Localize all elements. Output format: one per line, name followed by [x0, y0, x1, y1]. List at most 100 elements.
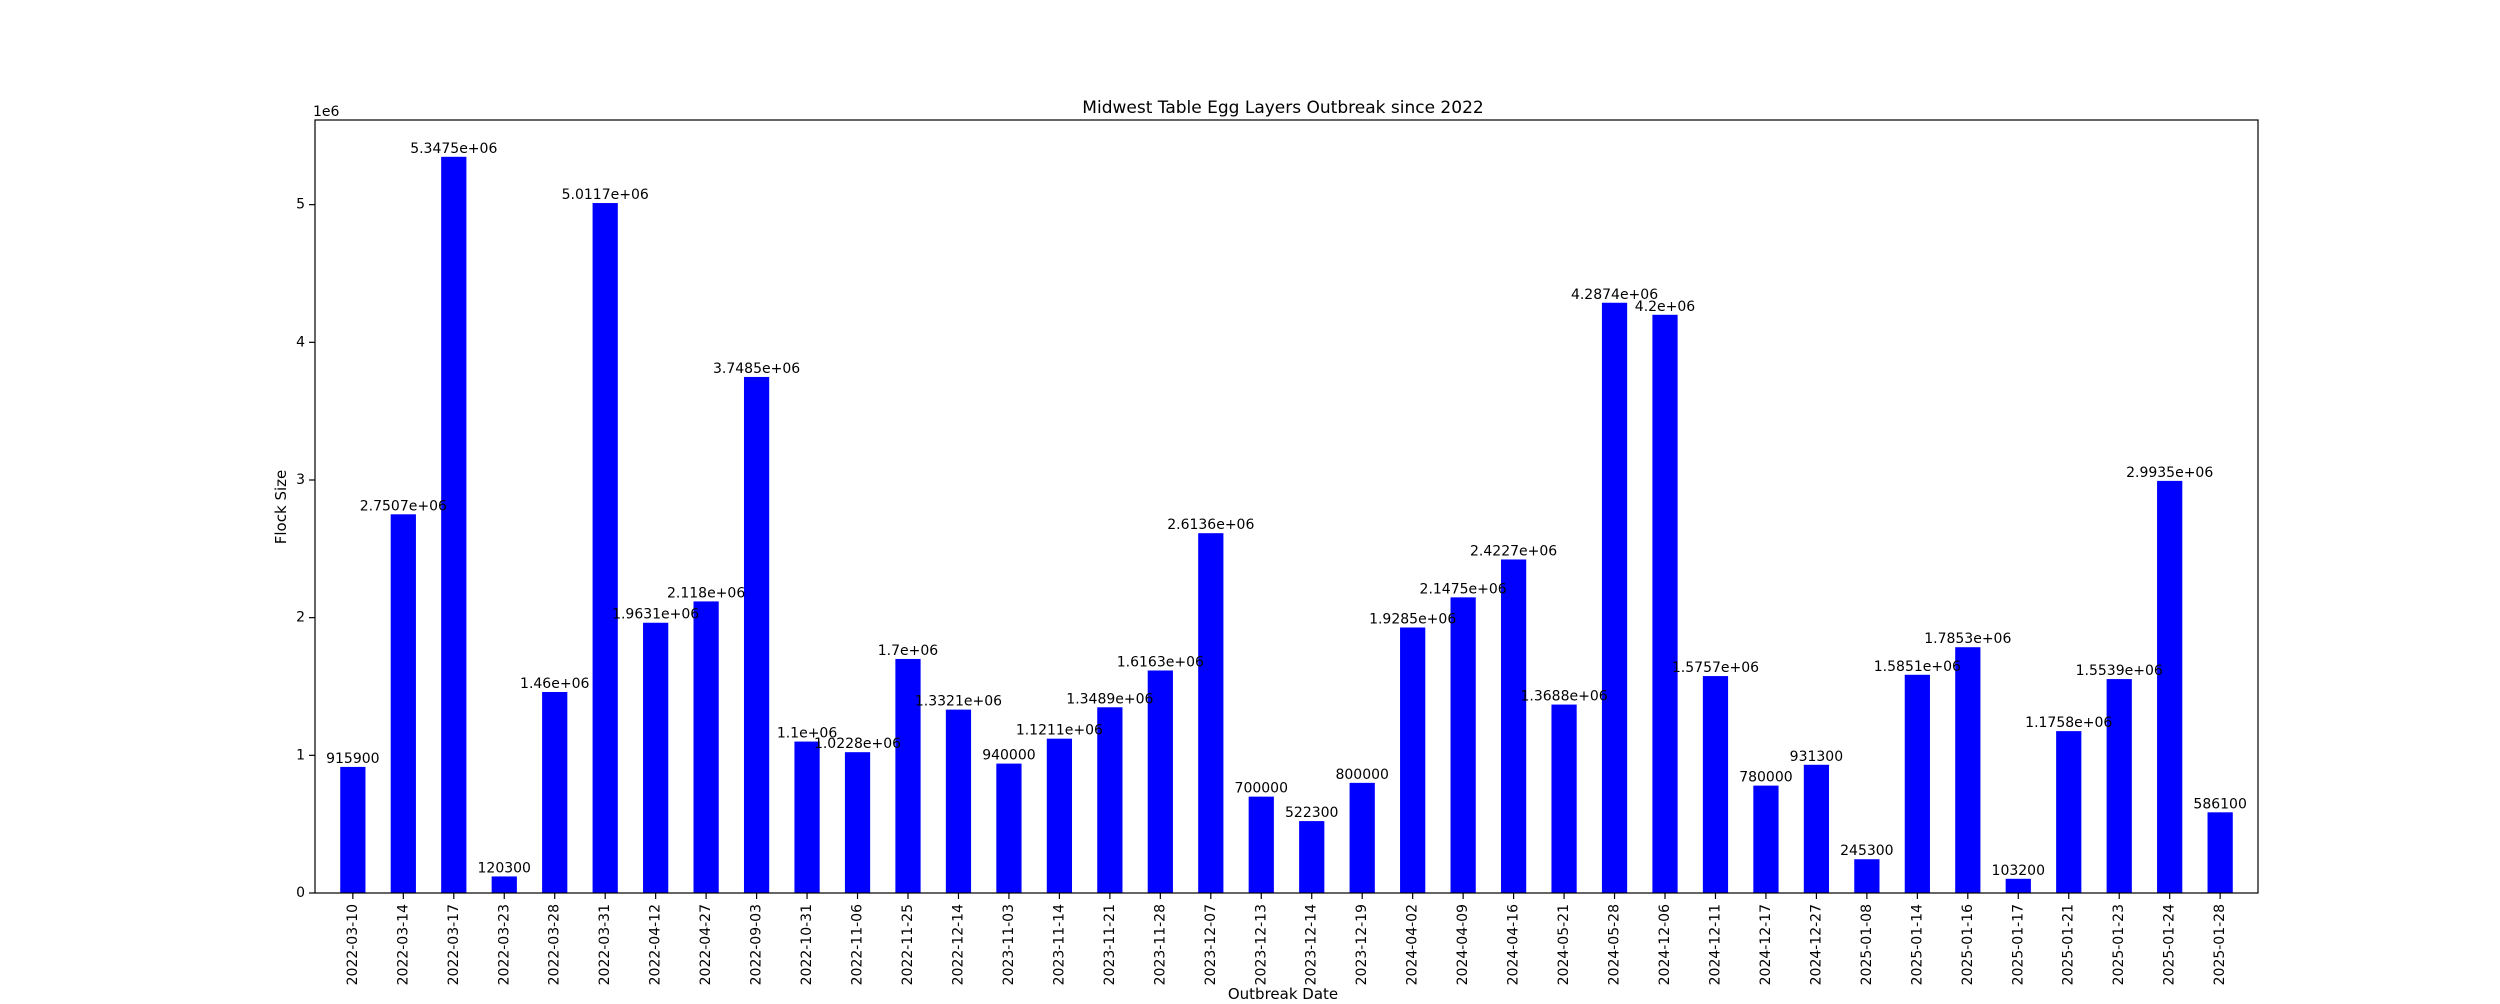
x-tick-label-2022-12-14: 2022-12-14: [950, 904, 966, 985]
bar-2025-01-21: [2056, 731, 2082, 893]
data-label-2024-05-28: 4.2874e+06: [1571, 287, 1658, 303]
data-label-2025-01-23: 1.5539e+06: [2076, 663, 2163, 679]
data-label-2025-01-16: 1.7853e+06: [1924, 631, 2011, 647]
data-label-2022-11-06: 1.0228e+06: [814, 736, 901, 752]
bar-2023-11-28: [1147, 670, 1173, 893]
data-label-2022-03-17: 5.3475e+06: [410, 141, 497, 157]
data-label-2024-05-21: 1.3688e+06: [1520, 689, 1607, 705]
x-tick-label-2024-12-06: 2024-12-06: [1657, 904, 1673, 985]
x-tick-label-2022-04-27: 2022-04-27: [698, 904, 714, 985]
bar-2022-12-14: [945, 709, 972, 893]
x-tick-label-2022-03-28: 2022-03-28: [547, 904, 563, 985]
data-labels: 915900 2.7507e+06 5.3475e+06 120300 1.46e+06…: [326, 141, 2247, 879]
x-tick-label-2022-09-03: 2022-09-03: [749, 904, 765, 985]
data-label-2023-12-07: 2.6136e+06: [1167, 517, 1254, 533]
bar-2023-11-03: [996, 763, 1022, 893]
data-label-2025-01-21: 1.1758e+06: [2025, 715, 2112, 731]
x-tick-label-2024-05-21: 2024-05-21: [1556, 904, 1572, 985]
data-label-2022-04-27: 2.118e+06: [667, 585, 745, 601]
x-axis-label: Outbreak Date: [1228, 985, 1338, 1000]
data-label-2024-04-02: 1.9285e+06: [1369, 612, 1456, 628]
x-tick-label-2023-12-07: 2023-12-07: [1203, 904, 1219, 985]
data-label-2025-01-28: 586100: [2193, 796, 2246, 812]
bar-2023-11-21: [1097, 707, 1123, 893]
x-tick-label-2025-01-16: 2025-01-16: [1960, 904, 1976, 985]
bar-2023-12-13: [1248, 796, 1274, 893]
y-tick-label-0: 0: [296, 885, 305, 901]
x-tick-label-2023-11-03: 2023-11-03: [1001, 904, 1017, 985]
x-tick-label-2022-03-14: 2022-03-14: [395, 904, 411, 985]
x-tick-label-2023-12-19: 2023-12-19: [1354, 904, 1370, 985]
bar-2025-01-08: [1854, 859, 1880, 893]
x-tick-label-2023-11-14: 2023-11-14: [1051, 904, 1067, 985]
x-tick-label-2023-11-28: 2023-11-28: [1152, 904, 1168, 985]
x-tick-label-2024-12-17: 2024-12-17: [1758, 904, 1774, 985]
data-label-2024-12-17: 780000: [1739, 770, 1792, 786]
x-tick-label-2025-01-28: 2025-01-28: [2212, 904, 2228, 985]
bar-2024-12-06: [1652, 314, 1678, 893]
data-label-2022-03-23: 120300: [478, 860, 531, 876]
data-label-2022-04-12: 1.9631e+06: [612, 607, 699, 623]
y-tick-label-1: 1: [296, 747, 305, 763]
x-tick-label-2023-12-14: 2023-12-14: [1304, 904, 1320, 985]
bar-2023-11-14: [1046, 738, 1073, 893]
data-label-2023-12-14: 522300: [1285, 805, 1338, 821]
x-tick-label-2024-04-09: 2024-04-09: [1455, 904, 1471, 985]
x-tick-label-2025-01-24: 2025-01-24: [2162, 904, 2178, 985]
bar-2024-12-11: [1702, 676, 1729, 893]
bar-2022-03-28: [542, 692, 568, 893]
data-label-2024-12-06: 4.2e+06: [1635, 299, 1696, 315]
y-tick-label-2: 2: [296, 610, 305, 626]
x-tick-label-2022-03-31: 2022-03-31: [597, 904, 613, 985]
bar-2024-04-09: [1450, 597, 1476, 893]
chart-title: Midwest Table Egg Layers Outbreak since …: [1082, 98, 1483, 118]
x-tick-label-2022-11-06: 2022-11-06: [850, 904, 866, 985]
bar-2025-01-17: [2005, 878, 2031, 893]
bar-2024-04-02: [1400, 627, 1426, 893]
bar-2022-10-31: [794, 741, 820, 893]
data-label-2022-09-03: 3.7485e+06: [713, 361, 800, 377]
data-label-2022-03-10: 915900: [326, 751, 379, 767]
data-label-2024-04-16: 2.4227e+06: [1470, 543, 1557, 559]
y-tick-label-4: 4: [296, 334, 305, 350]
x-tick-label-2025-01-14: 2025-01-14: [1909, 904, 1925, 985]
data-label-2022-10-31: 1.1e+06: [777, 726, 838, 742]
bar-2022-03-17: [441, 156, 467, 894]
data-label-2023-11-28: 1.6163e+06: [1117, 654, 1204, 670]
bar-2022-11-25: [895, 658, 921, 893]
data-label-2025-01-24: 2.9935e+06: [2126, 465, 2213, 481]
data-label-2022-11-25: 1.7e+06: [878, 643, 939, 659]
data-label-2023-11-03: 940000: [982, 748, 1035, 764]
bar-2024-12-17: [1753, 785, 1779, 893]
bar-2023-12-19: [1349, 782, 1375, 893]
bar-2023-12-07: [1198, 533, 1224, 893]
data-label-2025-01-14: 1.5851e+06: [1874, 659, 1961, 675]
bar-2022-04-12: [643, 622, 669, 893]
bar-2022-03-23: [491, 876, 517, 893]
x-tick-label-2025-01-21: 2025-01-21: [2061, 904, 2077, 985]
bars: [340, 156, 2233, 894]
bar-2023-12-14: [1299, 821, 1325, 893]
data-label-2025-01-08: 245300: [1840, 843, 1893, 859]
y-tick-label-5: 5: [296, 197, 305, 213]
x-tick-label-2022-11-25: 2022-11-25: [900, 904, 916, 985]
x-tick-label-2024-12-27: 2024-12-27: [1808, 904, 1824, 985]
data-label-2022-03-14: 2.7507e+06: [360, 498, 447, 514]
data-label-2024-12-27: 931300: [1790, 749, 1843, 765]
x-tick-label-2022-03-17: 2022-03-17: [446, 904, 462, 985]
data-label-2022-03-31: 5.0117e+06: [562, 187, 649, 203]
bar-2022-09-03: [743, 376, 770, 893]
x-tick-label-2024-12-11: 2024-12-11: [1707, 904, 1723, 985]
bar-2022-03-31: [592, 203, 618, 893]
axis-ticks: 2022-03-10 2022-03-14 2022-03-17 2022-03-23…: [296, 197, 2228, 986]
bar-2025-01-23: [2106, 679, 2132, 893]
data-label-2024-12-11: 1.5757e+06: [1672, 660, 1759, 676]
y-axis-offset-label: 1e6: [313, 104, 340, 120]
plot-frame: [314, 119, 2259, 894]
data-label-2022-03-28: 1.46e+06: [520, 676, 589, 692]
bar-2022-03-10: [340, 766, 366, 893]
y-axis-label: Flock Size: [272, 470, 290, 544]
data-label-2023-12-13: 700000: [1235, 781, 1288, 797]
